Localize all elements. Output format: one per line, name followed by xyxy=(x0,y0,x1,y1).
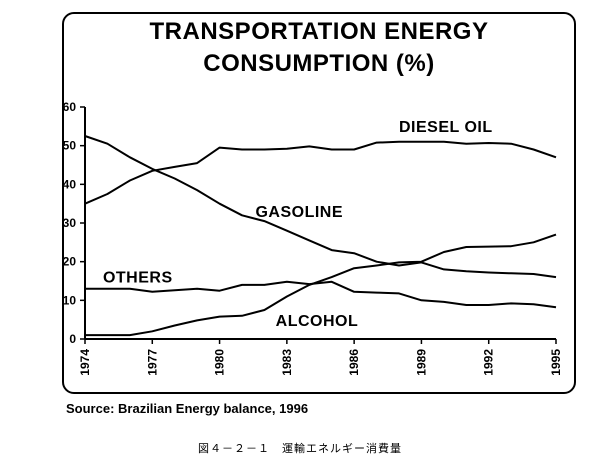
x-tick-label: 1974 xyxy=(78,349,92,376)
y-tick-label: 30 xyxy=(63,216,77,230)
y-tick-label: 60 xyxy=(63,100,77,114)
series-line-alcohol xyxy=(85,233,557,337)
x-tick-label: 1977 xyxy=(145,349,159,376)
series-line-diesel-oil xyxy=(84,140,557,205)
x-tick-label: 1995 xyxy=(549,349,563,376)
y-tick-label: 10 xyxy=(63,293,77,307)
series-lines xyxy=(84,135,557,337)
series-label-diesel-oil: DIESEL OIL xyxy=(399,119,493,136)
axes xyxy=(80,106,557,344)
chart-frame xyxy=(62,12,576,394)
series-labels: DIESEL OIL GASOLINE OTHERS ALCOHOL xyxy=(103,119,493,330)
series-line-gasoline xyxy=(84,135,557,279)
x-tick-label: 1980 xyxy=(213,349,227,376)
chart-title-line-1: TRANSPORTATION ENERGY xyxy=(149,18,489,45)
figure-caption: 図４－２－１ 運輸エネルギー消費量 xyxy=(198,442,402,455)
x-tick-label: 1986 xyxy=(347,349,361,376)
series-label-others: OTHERS xyxy=(103,270,173,287)
tick-labels: 0 10 20 30 40 50 60 1974 1977 1980 1983 1986 1989 199… xyxy=(63,100,563,376)
series-label-alcohol: ALCOHOL xyxy=(276,313,359,330)
series-line-others xyxy=(85,280,557,309)
y-tick-label: 50 xyxy=(63,139,77,153)
x-tick-label: 1989 xyxy=(414,349,428,376)
y-tick-label: 20 xyxy=(63,255,77,269)
x-tick-label: 1983 xyxy=(280,349,294,376)
y-tick-label: 40 xyxy=(63,177,77,191)
chart-title-line-2: CONSUMPTION (%) xyxy=(203,50,435,77)
x-tick-label: 1992 xyxy=(482,349,496,376)
source-note: Source: Brazilian Energy balance, 1996 xyxy=(66,401,309,416)
series-label-gasoline: GASOLINE xyxy=(255,204,343,221)
y-tick-label: 0 xyxy=(69,332,76,346)
